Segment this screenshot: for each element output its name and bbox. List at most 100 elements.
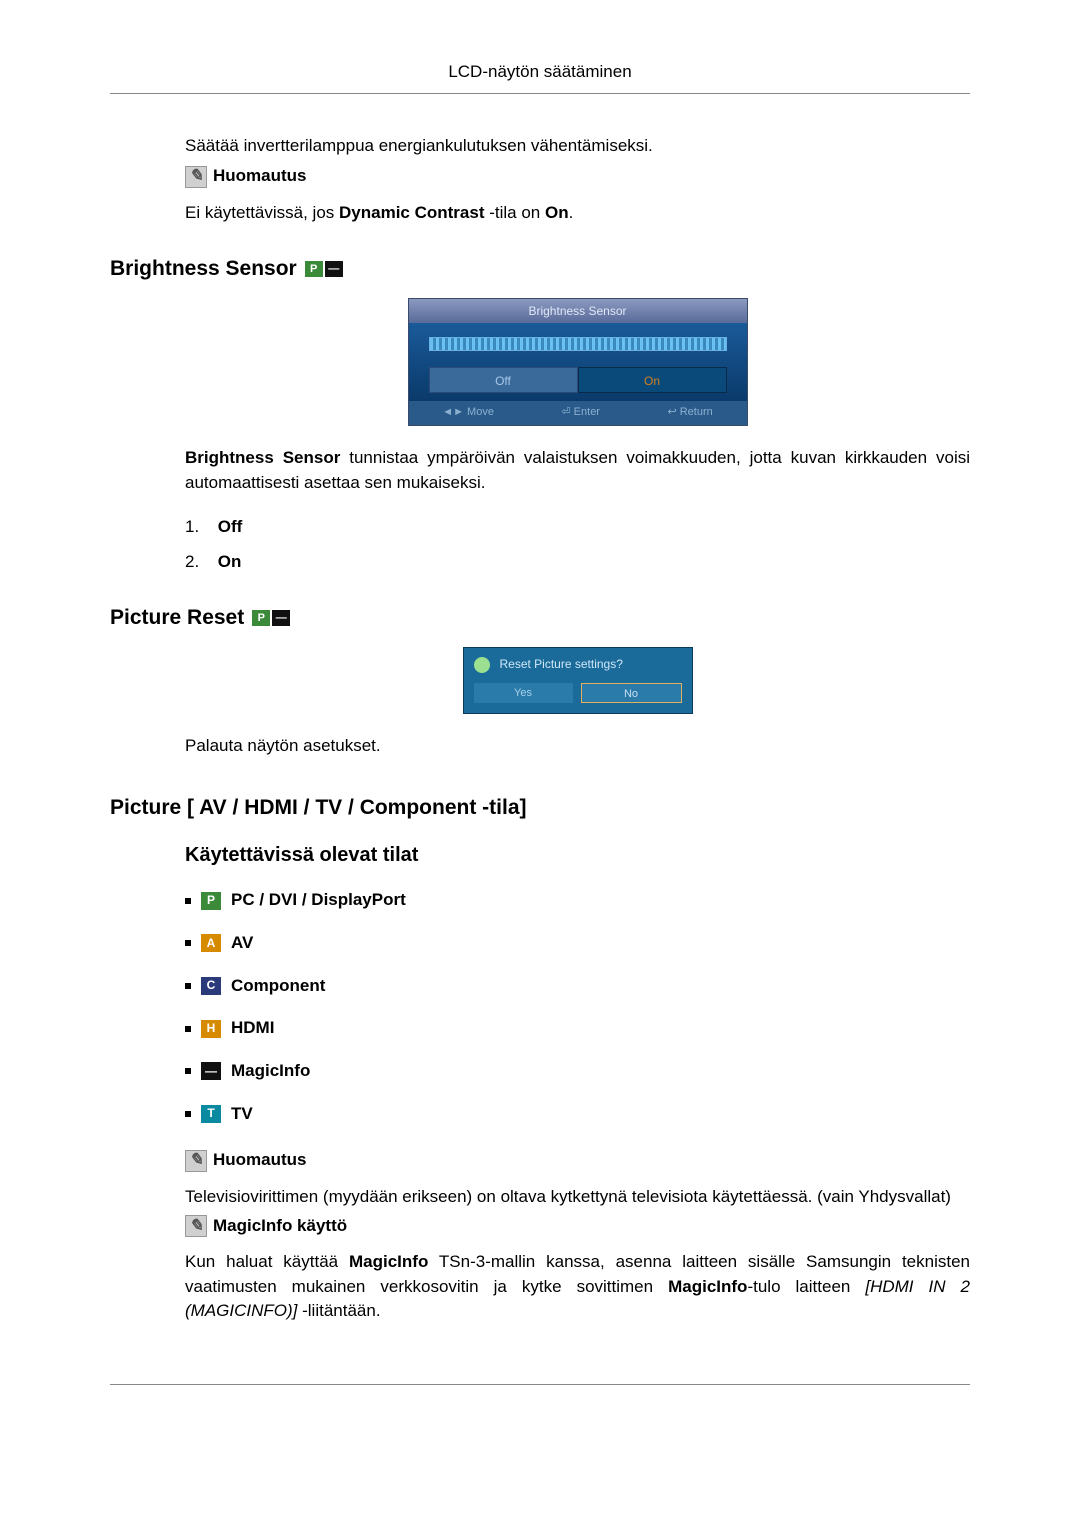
bullet-icon	[185, 1111, 191, 1117]
bullet-icon	[185, 1068, 191, 1074]
reset-osd-image: Reset Picture settings? Yes No	[185, 647, 970, 714]
bs-opt1-label: Off	[218, 517, 243, 536]
magicinfo-icon: —	[272, 610, 290, 626]
magicinfo-heading-line: ✎ MagicInfo käyttö	[185, 1214, 970, 1239]
picture-mode-heading: Picture [ AV / HDMI / TV / Component -ti…	[110, 793, 970, 823]
page-header: LCD-näytön säätäminen	[110, 60, 970, 94]
pr-desc: Palauta näytön asetukset.	[185, 734, 970, 759]
bullet-icon	[185, 940, 191, 946]
magicinfo-usage-text: Kun haluat käyttää MagicInfo TSn-3-malli…	[185, 1250, 970, 1324]
osd-on-button: On	[578, 367, 727, 393]
bullet-icon	[185, 983, 191, 989]
magicinfo-icon: —	[325, 261, 343, 277]
reset-no-button: No	[581, 683, 682, 703]
note-icon: ✎	[185, 1215, 207, 1237]
mode-item-hdmi: H HDMI	[185, 1016, 970, 1041]
bs-opt2-num: 2.	[185, 550, 213, 575]
bs-desc-bold: Brightness Sensor	[185, 448, 340, 467]
osd-slider	[429, 337, 727, 351]
tv-tuner-note: Televisiovirittimen (myydään erikseen) o…	[185, 1185, 970, 1210]
bs-desc: Brightness Sensor tunnistaa ympäröivän v…	[185, 446, 970, 495]
tv-mode-icon: T	[201, 1105, 221, 1123]
pr-heading-text: Picture Reset	[110, 603, 244, 633]
intro-l2-b2: On	[545, 203, 569, 222]
osd-titlebar: Brightness Sensor	[409, 299, 747, 323]
reset-yes-button: Yes	[474, 683, 573, 703]
mode-item-tv: T TV	[185, 1102, 970, 1127]
intro-l2-post: .	[569, 203, 574, 222]
pc-icon: P	[305, 261, 323, 277]
pc-mode-icon: P	[201, 892, 221, 910]
note-block-2: ✎ Huomautus	[185, 1148, 970, 1173]
note-icon: ✎	[185, 166, 207, 188]
mode-label-hdmi: HDMI	[231, 1016, 274, 1041]
brightness-osd: Brightness Sensor Off On ◄► Move ⏎ Enter…	[408, 298, 748, 426]
intro-l2-pre: Ei käytettävissä, jos	[185, 203, 339, 222]
component-mode-icon: C	[201, 977, 221, 995]
magicinfo-mode-icon: —	[201, 1062, 221, 1080]
intro-line2: Ei käytettävissä, jos Dynamic Contrast -…	[185, 201, 970, 226]
pc-icon: P	[252, 610, 270, 626]
mode-list: P PC / DVI / DisplayPort A AV C Componen…	[185, 888, 970, 1126]
reset-osd-question: Reset Picture settings?	[500, 656, 623, 673]
reset-osd-buttons: Yes No	[464, 677, 692, 713]
hdmi-mode-icon: H	[201, 1020, 221, 1038]
mode-item-av: A AV	[185, 931, 970, 956]
reset-osd-top: Reset Picture settings?	[464, 648, 692, 677]
osd-return: ↩ Return	[667, 405, 712, 421]
bs-heading-text: Brightness Sensor	[110, 254, 297, 284]
mode-item-magicinfo: — MagicInfo	[185, 1059, 970, 1084]
pr-heading-icons: P —	[252, 610, 290, 626]
picture-reset-heading: Picture Reset P —	[110, 603, 970, 633]
reset-osd: Reset Picture settings? Yes No	[463, 647, 693, 714]
bs-heading-icons: P —	[305, 261, 343, 277]
osd-row: Off On	[429, 367, 727, 393]
brightness-sensor-heading: Brightness Sensor P —	[110, 254, 970, 284]
page-footer	[110, 1384, 970, 1385]
note-label: Huomautus	[213, 164, 307, 189]
note-label-2: Huomautus	[213, 1148, 307, 1173]
header-title: LCD-näytön säätäminen	[448, 62, 631, 81]
mode-label-pc: PC / DVI / DisplayPort	[231, 888, 406, 913]
bs-options: 1. Off 2. On	[185, 515, 970, 574]
mode-label-tv: TV	[231, 1102, 253, 1127]
available-modes-heading: Käytettävissä olevat tilat	[185, 841, 970, 870]
osd-move: ◄► Move	[442, 405, 494, 421]
note-icon: ✎	[185, 1150, 207, 1172]
mode-item-pc: P PC / DVI / DisplayPort	[185, 888, 970, 913]
mode-label-component: Component	[231, 974, 325, 999]
m-p1: Kun haluat käyttää	[185, 1252, 349, 1271]
mode-icon-letter: P	[207, 892, 215, 909]
bullet-icon	[185, 898, 191, 904]
mode-label-av: AV	[231, 931, 253, 956]
mode-icon-letter: H	[207, 1020, 216, 1037]
mode-icon-letter: A	[207, 935, 216, 952]
mode-item-component: C Component	[185, 974, 970, 999]
bs-opt-1: 1. Off	[185, 515, 970, 540]
intro-l2-mid: -tila on	[485, 203, 545, 222]
osd-footer: ◄► Move ⏎ Enter ↩ Return	[409, 401, 747, 425]
intro-l2-b1: Dynamic Contrast	[339, 203, 484, 222]
m-b2: MagicInfo	[668, 1277, 747, 1296]
reset-osd-icon	[474, 657, 490, 673]
magicinfo-usage-heading: MagicInfo käyttö	[213, 1214, 347, 1239]
brightness-osd-image: Brightness Sensor Off On ◄► Move ⏎ Enter…	[185, 298, 970, 426]
osd-enter: ⏎ Enter	[561, 405, 600, 421]
content-area: Säätää invertterilamppua energiankulutuk…	[110, 134, 970, 1324]
note-block: ✎ Huomautus	[185, 164, 970, 189]
bs-opt1-num: 1.	[185, 515, 213, 540]
bullet-icon	[185, 1026, 191, 1032]
mode-label-magicinfo: MagicInfo	[231, 1059, 310, 1084]
m-p3: -tulo laitteen	[747, 1277, 865, 1296]
mode-icon-letter: —	[205, 1063, 217, 1080]
bs-opt-2: 2. On	[185, 550, 970, 575]
osd-off-button: Off	[429, 367, 578, 393]
mode-icon-letter: T	[207, 1105, 214, 1122]
intro-line1: Säätää invertterilamppua energiankulutuk…	[185, 134, 970, 159]
m-b1: MagicInfo	[349, 1252, 428, 1271]
m-p4: -liitäntään.	[297, 1301, 380, 1320]
bs-opt2-label: On	[218, 552, 242, 571]
osd-body: Off On	[409, 323, 747, 401]
av-mode-icon: A	[201, 934, 221, 952]
mode-icon-letter: C	[207, 977, 216, 994]
